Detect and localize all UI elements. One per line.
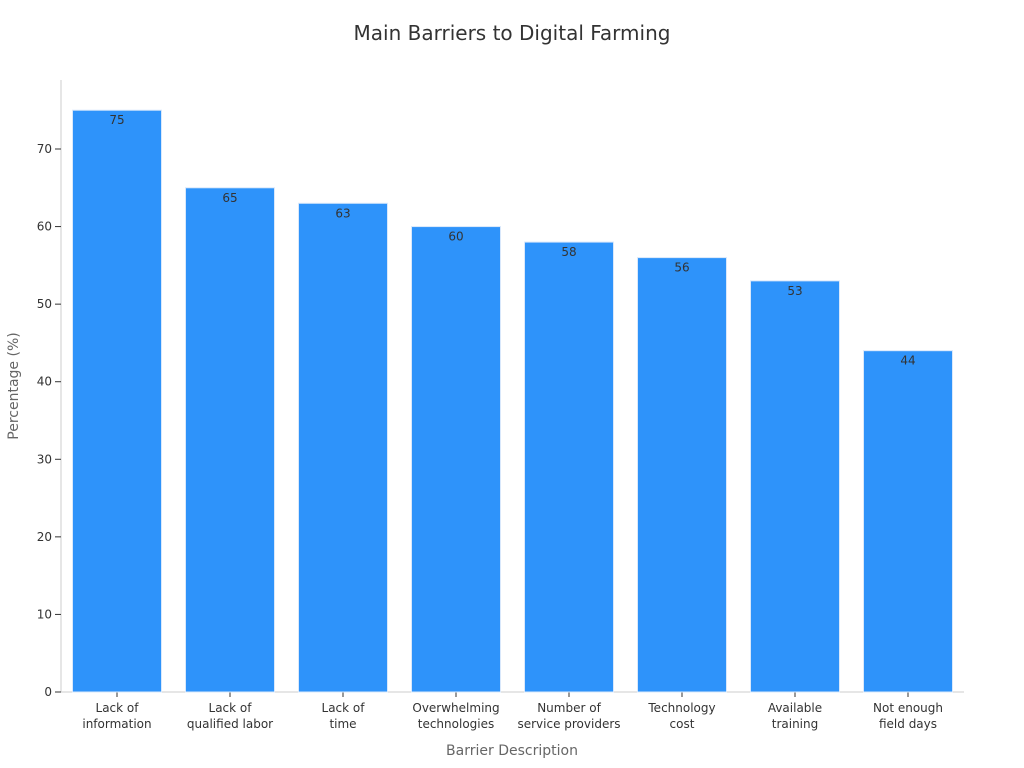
bar-value-label: 58 — [561, 245, 576, 259]
x-tick-label: Lack of — [322, 701, 366, 715]
bar-value-label: 75 — [109, 113, 124, 127]
x-tick-label: Lack of — [209, 701, 253, 715]
x-tick-label: qualified labor — [187, 717, 273, 731]
x-tick-label: Not enough — [873, 701, 943, 715]
x-tick-label: time — [329, 717, 356, 731]
x-tick-label: Lack of — [96, 701, 140, 715]
x-tick-label: technologies — [418, 717, 495, 731]
x-tick-label: information — [82, 717, 151, 731]
bar-value-label: 53 — [787, 284, 802, 298]
chart-title: Main Barriers to Digital Farming — [354, 21, 671, 45]
y-axis-title: Percentage (%) — [6, 332, 22, 439]
y-axis: 0 10 20 30 40 50 60 70 — [37, 80, 62, 699]
y-tick-label: 40 — [37, 375, 52, 389]
bar-value-label: 60 — [448, 230, 463, 244]
x-tick-label: Technology — [647, 701, 715, 715]
x-tick-label: field days — [879, 717, 937, 731]
y-tick-label: 10 — [37, 607, 52, 621]
x-tick-label: cost — [670, 717, 695, 731]
bars-group: 75 65 63 60 58 56 53 44 — [72, 109, 953, 693]
bar — [185, 187, 275, 693]
x-tick-label: training — [772, 717, 819, 731]
y-tick-label: 60 — [37, 220, 52, 234]
bar-value-label: 44 — [900, 354, 915, 368]
bar-value-label: 56 — [674, 261, 689, 275]
bar — [72, 109, 162, 693]
x-axis-title: Barrier Description — [446, 743, 578, 759]
y-tick-label: 50 — [37, 297, 52, 311]
x-tick-label: service providers — [517, 717, 620, 731]
bar — [637, 257, 727, 693]
x-tick-label: Overwhelming — [412, 701, 499, 715]
bar — [524, 241, 614, 693]
bar-value-label: 65 — [222, 191, 237, 205]
y-tick-label: 70 — [37, 142, 52, 156]
bar — [298, 202, 388, 693]
bar-value-label: 63 — [335, 206, 350, 220]
x-tick-label: Number of — [537, 701, 601, 715]
x-tick-label: Available — [768, 701, 822, 715]
bar — [750, 280, 840, 693]
bar — [411, 226, 501, 693]
bar — [863, 350, 953, 693]
y-tick-label: 30 — [37, 452, 52, 466]
x-axis: Lack of information Lack of qualified labor… — [61, 691, 964, 731]
y-tick-label: 0 — [44, 685, 52, 699]
y-tick-label: 20 — [37, 530, 52, 544]
